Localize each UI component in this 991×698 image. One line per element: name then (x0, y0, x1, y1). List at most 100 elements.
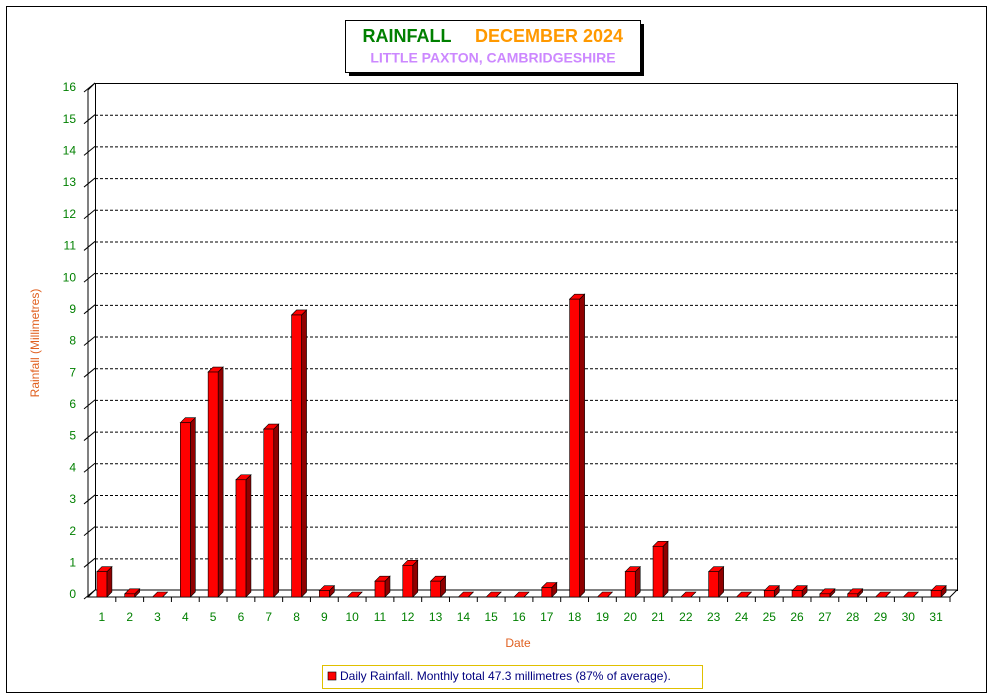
bar-front (235, 479, 247, 598)
y-tick (83, 272, 96, 283)
bar (680, 591, 697, 598)
title-box (345, 20, 641, 73)
bar (151, 591, 169, 598)
bar-side (190, 416, 196, 598)
bar-side (662, 540, 669, 598)
bar-front (319, 590, 330, 598)
x-tick-label: 11 (374, 610, 387, 624)
bar (707, 565, 725, 598)
x-tick-label: 7 (265, 610, 272, 624)
y-tick (83, 336, 96, 346)
bar-front (819, 593, 831, 598)
x-tick-label: 28 (846, 610, 860, 624)
bar (346, 591, 363, 598)
bar-top (735, 591, 753, 598)
x-tick-label: 12 (401, 610, 415, 624)
bar (874, 591, 892, 598)
x-tick-label: 2 (126, 610, 133, 624)
y-tick (83, 82, 96, 93)
y-tick-label: 13 (63, 175, 77, 189)
bar-top (485, 591, 502, 598)
y-tick-label: 7 (69, 365, 76, 379)
bar (652, 540, 669, 598)
legend-label: Daily Rainfall. Monthly total 47.3 milli… (340, 669, 671, 683)
x-tick-label: 6 (238, 610, 245, 624)
bar (902, 591, 920, 598)
y-tick (83, 462, 96, 473)
bar (930, 584, 947, 598)
bar-front (430, 580, 441, 598)
bar-front (763, 590, 775, 598)
x-tick-label: 16 (512, 610, 526, 624)
bar (207, 366, 224, 598)
bar-front (791, 590, 803, 598)
y-tick-label: 5 (69, 429, 76, 443)
legend-swatch (327, 671, 337, 681)
x-tick-label: 25 (763, 610, 777, 624)
bar (263, 423, 280, 598)
bar (624, 565, 641, 598)
bar-front (207, 371, 219, 598)
bar-side (579, 293, 585, 598)
bar-front (708, 571, 719, 598)
bar-front (569, 298, 580, 598)
bar (735, 591, 753, 598)
bar (235, 474, 252, 598)
bar (791, 584, 808, 598)
bar (819, 588, 836, 598)
bar (429, 575, 447, 598)
bar-front (291, 314, 302, 598)
y-tick (83, 114, 96, 125)
bar-top (151, 591, 169, 598)
bar-front (374, 580, 386, 598)
y-tick (83, 494, 96, 505)
y-tick-label: 1 (69, 555, 76, 569)
bar-front (847, 593, 858, 598)
chart-title: RAINFALL (363, 26, 452, 46)
bar (846, 588, 864, 598)
y-tick-label: 9 (69, 302, 76, 316)
y-tick (83, 304, 96, 315)
bar-front (624, 571, 636, 598)
bar-side (301, 309, 307, 598)
bar-side (273, 423, 280, 598)
bar (402, 559, 419, 598)
x-tick-label: 24 (735, 610, 749, 624)
y-tick (83, 589, 96, 600)
bar-front (263, 428, 275, 598)
x-tick-label: 27 (818, 610, 832, 624)
x-tick-label: 29 (874, 610, 888, 624)
bar-side (412, 559, 419, 598)
y-tick (83, 431, 96, 441)
bar (763, 584, 780, 598)
y-tick-label: 4 (69, 460, 76, 474)
y-tick (83, 399, 96, 410)
bar (123, 588, 141, 598)
y-tick-label: 2 (69, 524, 76, 538)
bar-top (874, 591, 892, 598)
y-tick (83, 367, 96, 378)
chart-subtitle: LITTLE PAXTON, CAMBRIDGESHIRE (370, 50, 615, 66)
y-tick (83, 557, 96, 568)
bar-front (180, 422, 191, 598)
x-tick-label: 30 (902, 610, 916, 624)
x-tick-label: 21 (651, 610, 665, 624)
bar-front (652, 545, 664, 598)
bar-side (217, 366, 224, 598)
x-tick-label: 14 (457, 610, 471, 624)
bar-top (457, 591, 475, 598)
x-tick-label: 26 (790, 610, 804, 624)
y-axis-label: Rainfall (Millimetres) (28, 289, 42, 398)
y-tick-label: 16 (63, 80, 77, 94)
y-tick (83, 177, 96, 188)
x-tick-label: 3 (154, 610, 161, 624)
y-tick-label: 11 (64, 239, 77, 253)
x-tick-label: 15 (485, 610, 499, 624)
bar (541, 581, 558, 598)
x-tick-label: 13 (429, 610, 443, 624)
x-tick-label: 18 (568, 610, 582, 624)
x-tick-label: 5 (210, 610, 217, 624)
y-tick-label: 0 (69, 587, 76, 601)
bar (96, 565, 113, 598)
legend-box (322, 665, 703, 689)
